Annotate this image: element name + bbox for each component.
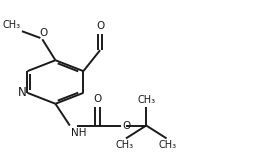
Text: CH₃: CH₃ bbox=[137, 95, 155, 105]
Text: O: O bbox=[122, 121, 131, 131]
Text: O: O bbox=[39, 29, 47, 39]
Text: N: N bbox=[18, 86, 27, 99]
Text: O: O bbox=[96, 21, 104, 31]
Text: CH₃: CH₃ bbox=[159, 140, 177, 150]
Text: CH₃: CH₃ bbox=[116, 140, 134, 150]
Text: O: O bbox=[93, 94, 101, 104]
Text: NH: NH bbox=[71, 128, 86, 138]
Text: CH₃: CH₃ bbox=[3, 20, 21, 30]
